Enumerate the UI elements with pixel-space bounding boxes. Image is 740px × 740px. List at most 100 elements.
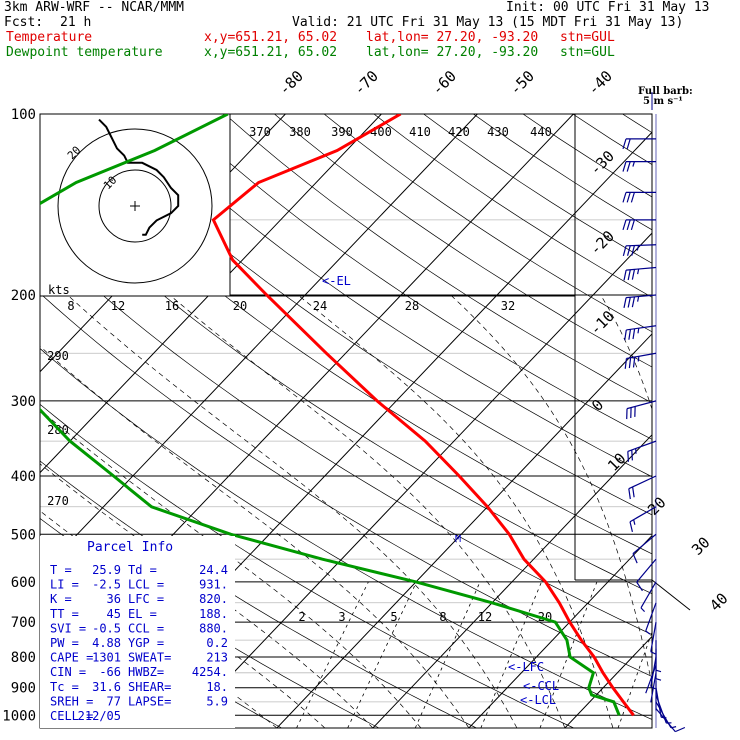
dry-adiabat-line <box>572 114 652 165</box>
parcel-info-key: SREH = <box>50 694 93 708</box>
fcst-hours: 21 h <box>60 15 92 30</box>
temperature-legend: Temperature <box>6 30 93 45</box>
wind-barb-half-flag <box>637 268 640 275</box>
parcel-info-key: SHEAR= <box>128 680 171 694</box>
wind-barb-flag <box>626 192 631 203</box>
dry-adiabat-line <box>124 114 652 478</box>
parcel-info-key: Td = <box>128 563 157 577</box>
mixing-ratio-line <box>414 581 481 728</box>
wind-barb-staff <box>626 325 657 331</box>
dry-adiabat-line <box>522 114 652 198</box>
hodograph-trace <box>98 118 180 236</box>
wind-barb-half-flag <box>650 651 656 655</box>
mixing-ratio-line <box>480 581 542 728</box>
wind-barb-staff <box>626 400 657 410</box>
wind-barb-flag <box>627 451 630 462</box>
dry-adiabat-line <box>40 183 652 595</box>
wind-barb-flag <box>624 329 627 341</box>
hodo-speed-label: 16 <box>165 299 179 313</box>
wind-barb-staff <box>626 266 657 271</box>
wind-barb-staff <box>632 533 657 555</box>
wind-barb <box>627 440 657 462</box>
wind-barb-staff <box>655 687 662 718</box>
ccl-marker: <-CCL <box>523 679 559 693</box>
parcel-info-value: 4254. <box>192 665 228 679</box>
hodo-speed-label: 24 <box>313 299 327 313</box>
parcel-info-key: CCL = <box>128 621 164 635</box>
isotherm-label: -30 <box>586 147 618 179</box>
parcel-info-key: SWEAT= <box>128 651 171 665</box>
isotherm-line <box>40 114 478 575</box>
wind-barb <box>622 244 657 257</box>
hodo-ring-inner <box>98 169 172 243</box>
wind-barb <box>650 622 657 655</box>
theta-e-label: 380 <box>289 125 311 139</box>
wind-barb-flag <box>622 161 627 172</box>
isotherm-label: -80 <box>275 67 307 99</box>
barb-legend-value: 5 m s⁻¹ <box>643 96 683 107</box>
parcel-info-key: Tc = <box>50 680 79 694</box>
isotherm-label: 40 <box>706 589 732 615</box>
wind-barb-flag <box>623 297 627 308</box>
wind-barb-half-flag <box>637 356 640 362</box>
dewpoint-stn: stn=GUL <box>560 45 615 60</box>
dry-adiabat-line <box>40 128 652 555</box>
dry-adiabat-line <box>40 237 652 635</box>
parcel-info-value: 25.9 <box>92 563 121 577</box>
parcel-info-box <box>40 536 235 728</box>
pressure-label: 200 <box>11 288 36 304</box>
parcel-info-value: 213 <box>206 651 228 665</box>
model-title: 3km ARW-WRF -- NCAR/MMM <box>4 0 185 15</box>
wind-barb <box>628 475 657 500</box>
temperature-profile <box>211 114 635 717</box>
dry-adiabat-line <box>40 403 574 728</box>
dry-adiabat-line <box>174 114 652 440</box>
parcel-info-key: TT = <box>50 607 79 621</box>
moist-adiabat-line <box>169 294 566 728</box>
isotherm-label: 0 <box>588 396 607 415</box>
dry-adiabat-line <box>224 114 652 404</box>
wind-barb <box>622 138 656 150</box>
isotherm-label: 10 <box>604 449 630 475</box>
wind-barb <box>640 581 657 613</box>
parcel-info-value: 18. <box>206 680 228 694</box>
wind-barb <box>645 602 657 635</box>
wind-barb-flag <box>675 726 686 733</box>
right-border-corner <box>575 579 691 611</box>
parcel-info-title: Parcel Info <box>87 540 173 555</box>
wind-barb-flag <box>623 269 627 281</box>
wind-barb <box>623 266 657 281</box>
mixing-ratio-line <box>347 581 417 728</box>
wind-barb-flag <box>626 161 631 172</box>
parcel-info-value: 5.9 <box>206 694 228 708</box>
parcel-info-key: T = <box>50 563 72 577</box>
theta-e-label: 390 <box>331 125 353 139</box>
parcel-info-value: 45 <box>107 607 121 621</box>
wind-barb-flag <box>626 219 631 231</box>
wind-barb-half-flag <box>636 245 640 251</box>
parcel-info-value: -66 <box>99 665 121 679</box>
wind-barb-flag <box>622 245 627 257</box>
pressure-label: 300 <box>11 394 36 410</box>
barb-legend-title: Full barb: <box>638 86 693 97</box>
mixing-ratio-line <box>296 581 369 728</box>
wind-barb-staff <box>626 294 657 299</box>
isotherm-label: -10 <box>586 307 618 339</box>
parcel-info-value: 24.4 <box>199 563 228 577</box>
isotherm-line <box>180 232 652 728</box>
dry-adiabat-line <box>622 114 652 134</box>
temperature-stn: stn=GUL <box>560 30 615 45</box>
wind-barb-flag <box>627 297 631 308</box>
mixing-ratio-label: 3 <box>338 610 345 624</box>
wind-barb-flag <box>626 245 631 256</box>
parcel-info-value: 820. <box>199 592 228 606</box>
init-time: Init: 00 UTC Fri 31 May 13 <box>506 0 710 15</box>
parcel-info-value: 4.88 <box>92 636 121 650</box>
wind-barb-flag <box>628 329 632 340</box>
moist-adiabat-line <box>721 295 740 728</box>
parcel-info-key: EL = <box>128 607 157 621</box>
hodo-speed-label: 8 <box>67 299 74 313</box>
theta-e-label: 440 <box>530 125 552 139</box>
lfc-marker: <-LFC <box>508 660 544 674</box>
wind-barb-flag <box>624 358 628 369</box>
